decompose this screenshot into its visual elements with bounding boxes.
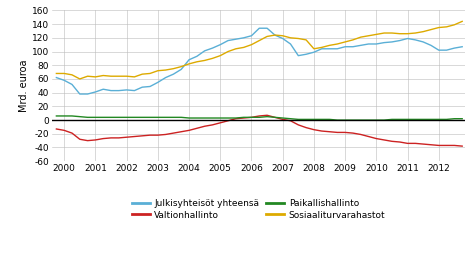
Legend: Julkisyhteisöt yhteensä, Valtionhallinto, Paikallishallinto, Sosiaaliturvarahast: Julkisyhteisöt yhteensä, Valtionhallinto… — [132, 199, 385, 220]
Y-axis label: Mrd. euroa: Mrd. euroa — [19, 60, 29, 112]
